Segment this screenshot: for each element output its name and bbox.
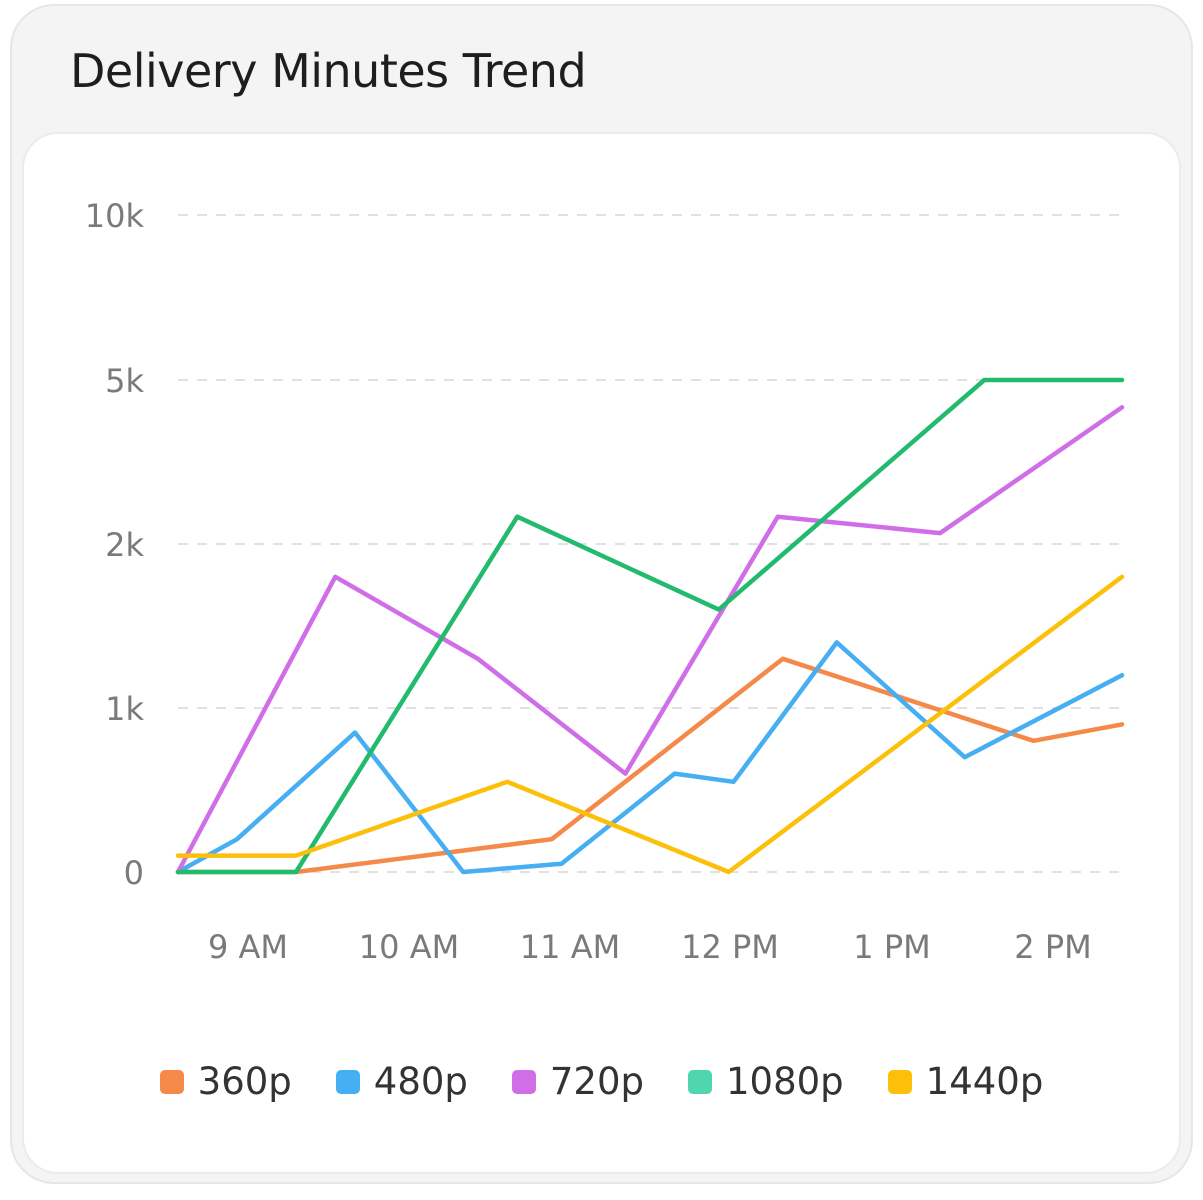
legend-swatch [688,1069,712,1094]
legend-swatch [335,1069,360,1094]
x-tick-label: 10 AM [359,928,459,966]
chart-panel [22,132,1181,1174]
line-chart: 0 1k 2k 5k 10k 9 AM 10 AM 11 AM 12 PM 1 PM 2 PM [85,197,1125,966]
x-tick-label: 1 PM [853,928,930,966]
legend-swatch [511,1069,536,1094]
series-line-720p [175,405,1125,875]
series-line-480p [175,640,1125,875]
legend-item-720p[interactable]: 720p [511,1060,644,1103]
legend-label: 360p [197,1060,292,1103]
legend-swatch [159,1069,184,1094]
y-tick-label: 10k [85,197,145,235]
series-line-1080p [175,377,1125,875]
y-tick-label: 1k [105,690,144,728]
legend-label: 720p [549,1060,644,1103]
y-tick-label: 5k [105,362,144,400]
chart-card: Delivery Minutes Trend [10,4,1193,1184]
series-line-1440p [175,574,1125,875]
legend-item-480p[interactable]: 480p [335,1060,468,1103]
x-tick-label: 9 AM [208,928,288,966]
legend-item-1080p[interactable]: 1080p [688,1060,844,1103]
legend-item-1440p[interactable]: 1440p [887,1060,1044,1103]
y-tick-label: 0 [124,854,144,892]
x-tick-label: 11 AM [520,928,620,966]
legend-label: 480p [373,1060,468,1103]
legend-label: 1440p [925,1060,1044,1103]
x-tick-label: 2 PM [1014,928,1091,966]
chart-title: Delivery Minutes Trend [70,44,587,98]
chart-legend: 360p 480p 720p 1080p 1440p [0,1060,1203,1103]
legend-swatch [887,1069,912,1094]
legend-label: 1080p [726,1060,844,1103]
legend-item-360p[interactable]: 360p [159,1060,292,1103]
y-tick-label: 2k [105,526,144,564]
x-tick-label: 12 PM [681,928,779,966]
